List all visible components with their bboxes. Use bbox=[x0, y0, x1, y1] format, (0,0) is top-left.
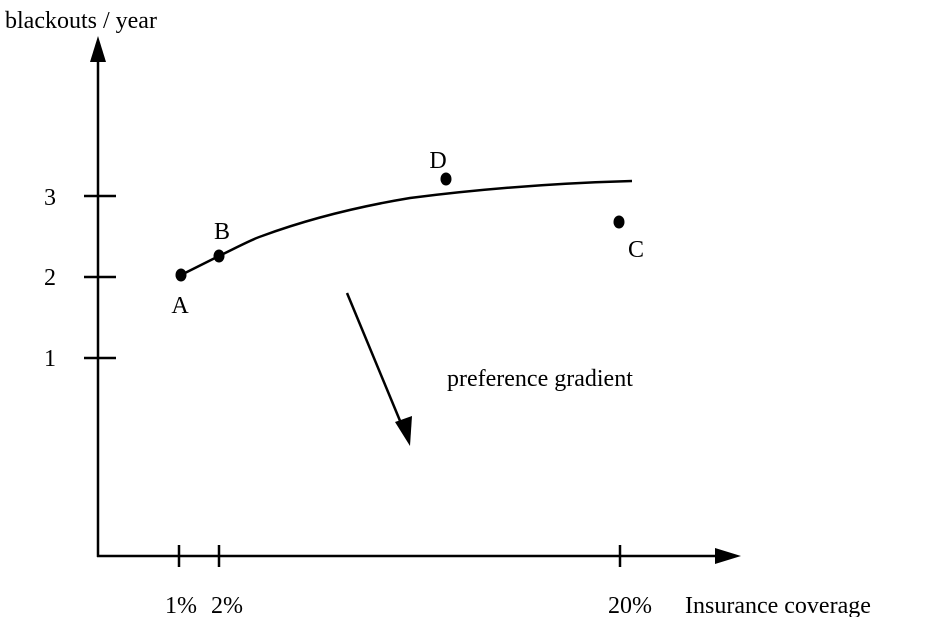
y-axis-label: blackouts / year bbox=[5, 8, 157, 34]
x-tick-label: 20% bbox=[608, 593, 652, 617]
y-tick-label: 2 bbox=[44, 265, 56, 291]
curve bbox=[180, 179, 633, 277]
point-label: D bbox=[429, 148, 446, 174]
point-label: A bbox=[171, 293, 189, 319]
y-tick-label: 1 bbox=[44, 346, 56, 372]
point bbox=[213, 249, 225, 263]
point bbox=[613, 215, 625, 229]
y-tick-label: 3 bbox=[44, 185, 56, 211]
point-label: C bbox=[628, 237, 644, 263]
gradient-arrowhead bbox=[395, 416, 412, 446]
x-tick-label: 1% bbox=[165, 593, 197, 617]
gradient-arrow bbox=[345, 292, 405, 429]
y-arrowhead bbox=[90, 36, 106, 62]
point-label: B bbox=[214, 219, 230, 245]
x-tick-label: 2% bbox=[211, 593, 243, 617]
point bbox=[440, 172, 452, 186]
point bbox=[175, 268, 187, 282]
x-axis-label: Insurance coverage bbox=[685, 593, 871, 617]
x-arrowhead bbox=[715, 548, 741, 564]
annotation: preference gradient bbox=[447, 366, 633, 392]
